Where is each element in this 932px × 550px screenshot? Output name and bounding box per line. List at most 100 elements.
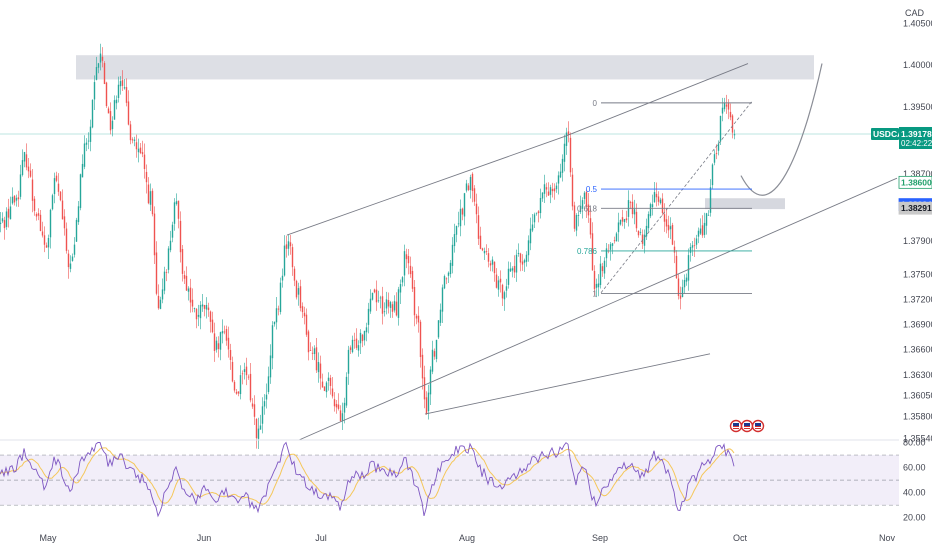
candle — [471, 172, 474, 203]
candle-body — [667, 224, 670, 231]
candle-body — [569, 137, 572, 173]
candle — [347, 345, 350, 385]
candle-body — [639, 231, 642, 233]
rsi-panel[interactable] — [0, 439, 899, 518]
candle — [157, 284, 160, 310]
candle — [667, 215, 670, 238]
candle — [645, 218, 648, 241]
candle-body — [223, 331, 226, 333]
candle-body — [419, 321, 422, 358]
candle-body — [443, 276, 446, 289]
candle-body — [63, 216, 66, 229]
candle-body — [573, 205, 576, 229]
trendline[interactable] — [424, 353, 711, 415]
candle-body — [139, 147, 142, 153]
candle-body — [21, 160, 24, 175]
candle-body — [503, 292, 506, 300]
candle-body — [649, 204, 652, 217]
candle — [129, 120, 132, 145]
price-level-badge[interactable] — [898, 175, 932, 189]
candle-body — [201, 304, 204, 307]
candle — [127, 90, 130, 126]
candle-body — [461, 208, 464, 215]
candle-body — [453, 234, 456, 247]
trendline[interactable] — [286, 135, 566, 236]
candle-body — [111, 120, 114, 130]
candle-countdown: 02:42:22 — [901, 139, 932, 148]
candle-body — [67, 253, 70, 268]
flag-icon[interactable] — [751, 419, 765, 433]
candle-body — [225, 329, 228, 341]
candle-body — [233, 381, 236, 391]
candle — [163, 266, 166, 295]
candle-body — [427, 392, 430, 412]
candle — [567, 121, 570, 143]
candle-body — [693, 245, 696, 247]
candle — [219, 331, 222, 361]
candle — [181, 245, 184, 282]
candle-body — [159, 299, 162, 309]
candle-body — [699, 228, 702, 234]
candle — [501, 283, 504, 307]
flag-icon[interactable] — [729, 419, 743, 433]
candle — [67, 249, 70, 279]
trendline[interactable] — [298, 177, 898, 441]
trendline[interactable] — [564, 63, 749, 137]
candle — [507, 261, 510, 289]
supply-zone[interactable] — [76, 55, 814, 80]
candle — [209, 310, 212, 333]
candle-body — [373, 289, 376, 293]
price-axis-tick: 1.39500 — [903, 102, 932, 112]
candle — [89, 119, 92, 152]
candle-body — [341, 413, 344, 422]
candle-body — [669, 226, 672, 230]
candle-body — [517, 252, 520, 255]
candle — [227, 326, 230, 358]
candle-body — [37, 213, 40, 216]
candle-body — [155, 252, 158, 294]
candle — [371, 292, 374, 301]
candle — [323, 386, 326, 392]
candle-body — [1, 218, 4, 222]
candle — [221, 319, 224, 344]
candle — [147, 177, 150, 205]
candle-body — [475, 203, 478, 215]
flag-icon[interactable] — [740, 419, 754, 433]
candle — [215, 336, 218, 353]
rsi-axis-tick: 80.00 — [903, 438, 926, 448]
candle — [85, 138, 88, 152]
candle-body — [523, 260, 526, 263]
candle — [207, 302, 210, 317]
price-axis-tick: 1.40000 — [903, 60, 932, 70]
candle-body — [565, 132, 568, 146]
candle — [375, 280, 378, 311]
candle-body — [711, 164, 714, 186]
fib-level-label: 0.618 — [577, 204, 598, 213]
price-axis-tick: 1.37900 — [903, 236, 932, 246]
candle — [709, 179, 712, 217]
current-price-badge[interactable] — [899, 126, 932, 149]
fib-level-label: 0 — [593, 99, 598, 108]
candle-body — [115, 99, 118, 104]
candle-body — [613, 240, 616, 242]
candle — [465, 179, 468, 193]
projection-curve[interactable] — [740, 63, 823, 196]
candle-body — [117, 84, 120, 98]
candle-body — [533, 214, 536, 223]
candle — [121, 70, 124, 92]
candle-body — [599, 263, 602, 285]
candle-body — [231, 361, 234, 382]
candle-body — [411, 270, 414, 289]
price-level-badge[interactable] — [898, 201, 932, 215]
fib-baseline[interactable] — [600, 100, 753, 294]
ticker-symbol-badge[interactable] — [871, 127, 899, 140]
candle-body — [481, 248, 484, 251]
candle — [597, 274, 600, 297]
candle-body — [17, 197, 20, 200]
candle-body — [333, 399, 336, 407]
candle — [27, 158, 30, 179]
demand-zone[interactable] — [705, 198, 785, 210]
candle — [63, 209, 66, 236]
rsi-line — [0, 441, 735, 518]
